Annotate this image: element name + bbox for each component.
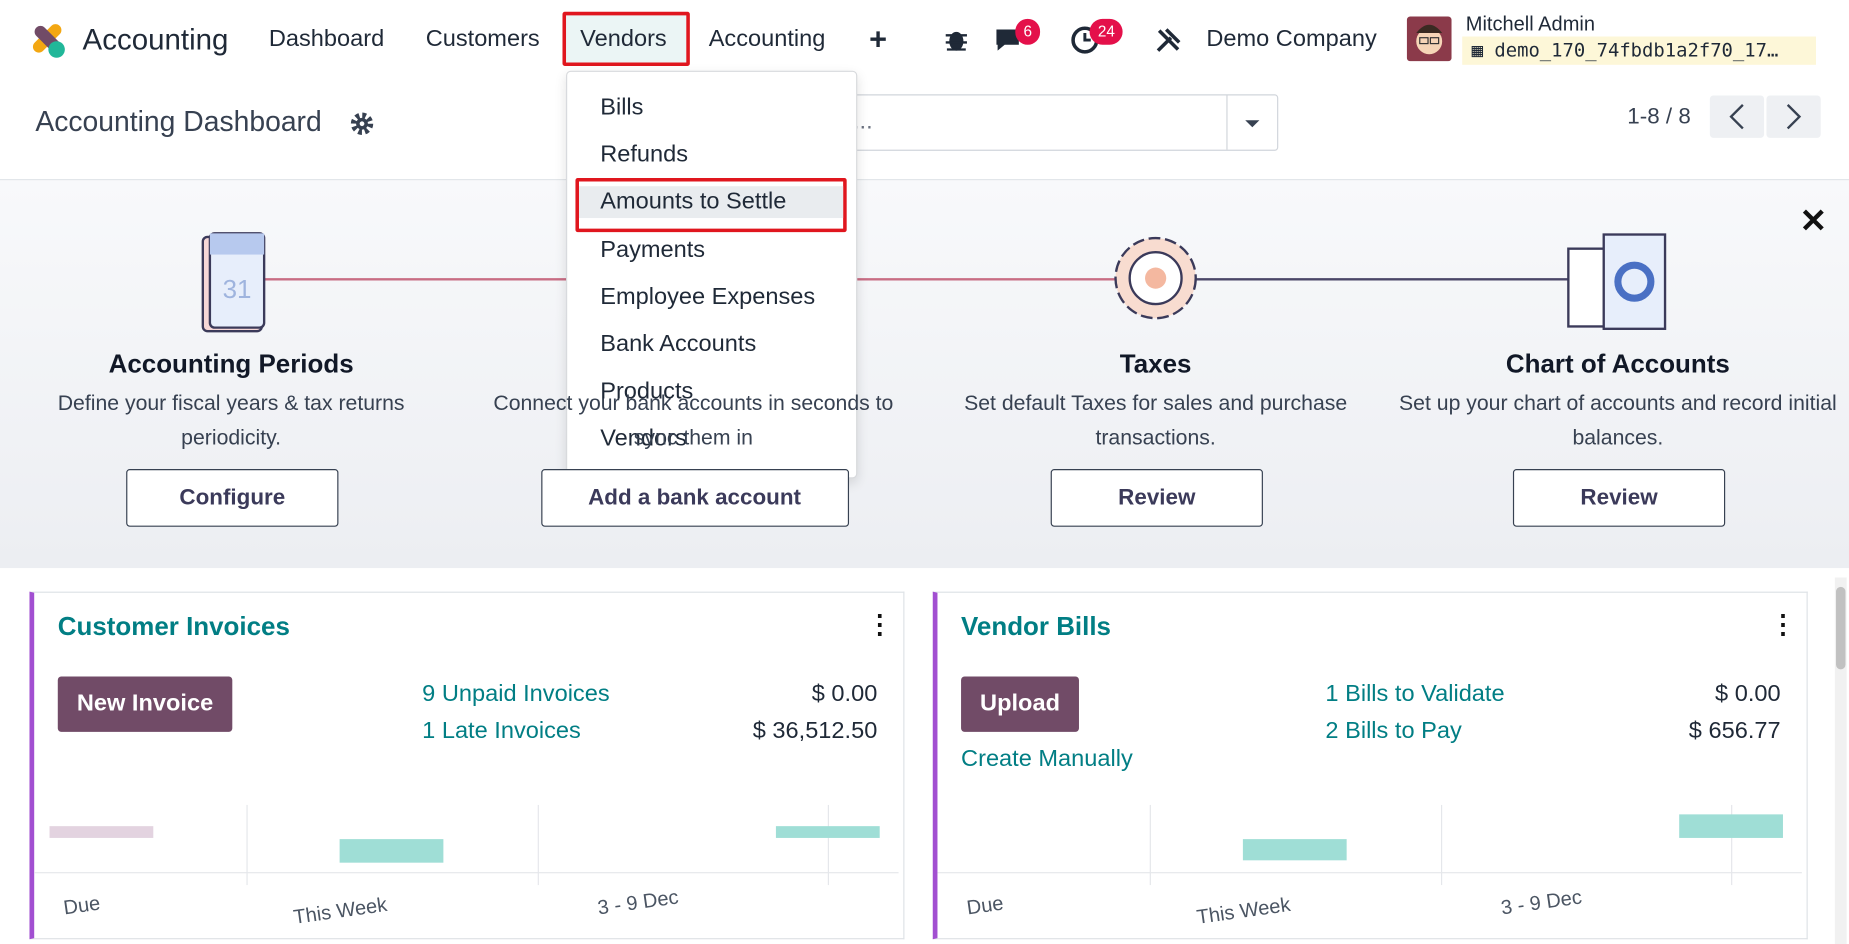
graph-label: Due [62,891,102,920]
settings-icon[interactable] [1154,26,1182,54]
app-logo [32,24,65,58]
highlight-box [562,11,690,66]
avatar[interactable] [1406,16,1452,62]
graph-divider [246,804,248,886]
dropdown-item[interactable]: Bank Accounts [600,331,757,358]
step-description: Connect your bank accounts in seconds to… [493,391,894,450]
graph-bar [49,826,154,838]
step-button[interactable]: Review [1050,469,1263,527]
primary-button[interactable]: Upload [961,676,1079,732]
onboarding-decor: 31 [201,232,1667,333]
stat-amount: $ 0.00 [1715,681,1781,708]
settings-gear[interactable] [349,111,375,137]
debug-icon[interactable] [943,26,969,52]
control-panel [0,80,1849,181]
dropdown-item[interactable]: Amounts to Settle [578,186,844,219]
menu-item[interactable]: Customers [425,25,540,52]
new-button[interactable]: + [869,21,887,57]
step-button[interactable]: Add a bank account [540,469,849,527]
graph-label: This Week [291,893,389,929]
dropdown-item[interactable]: Products [600,378,694,405]
activities-badge: 24 [1089,18,1124,45]
svg-text:31: 31 [223,276,252,304]
graph-bar [339,839,444,863]
page-title: Accounting Dashboard [35,106,322,138]
vendors-dropdown [566,70,858,479]
kebab-menu[interactable]: ⋮ [866,609,893,639]
graph-divider [827,804,829,886]
step-description: Set up your chart of accounts and record… [1399,391,1837,450]
kebab-menu[interactable]: ⋮ [1769,609,1796,639]
graph-divider [1440,804,1443,886]
primary-button[interactable]: New Invoice [57,676,233,732]
graph-divider [1731,804,1733,886]
step-description: Set default Taxes for sales and purchase… [964,391,1348,450]
step-description: Define your fiscal years & tax returns p… [57,391,405,450]
dropdown-item[interactable]: Employee Expenses [600,283,816,310]
pager-prev[interactable] [1709,95,1765,138]
stat-amount: $ 36,512.50 [752,717,878,744]
dropdown-item[interactable]: Vendors [600,425,687,452]
messages-icon[interactable] [993,26,1026,54]
journal-card: Customer Invoices ⋮ New Invoice 9 Unpaid In… [29,591,905,940]
graph-label: Due [965,891,1005,920]
company-switcher[interactable]: Demo Company [1206,25,1377,52]
journal-card: Vendor Bills ⋮ Upload Create Manually 1 Bill… [932,591,1808,940]
graph-baseline [34,872,899,874]
step-button[interactable]: Configure [126,469,339,527]
graph-divider [1149,804,1151,886]
stat-amount: $ 0.00 [811,681,878,708]
messages-badge: 6 [1015,18,1041,45]
step-title: Taxes [1119,348,1192,379]
graph-label: 3 - 9 Dec [596,885,680,920]
app-name[interactable]: Accounting [82,23,229,57]
graph-bar [1679,814,1783,838]
stat-link[interactable]: 1 Bills to Validate [1325,681,1505,708]
card-title: Customer Invoices [57,611,290,642]
stat-link[interactable]: 1 Late Invoices [422,717,581,744]
graph-label: 3 - 9 Dec [1499,885,1584,920]
step-title: Accounting Periods [108,348,354,379]
graph-label: This Week [1195,893,1292,929]
highlight-box [575,177,847,233]
scrollbar [1834,577,1847,944]
card-link[interactable]: Create Manually [961,746,1133,772]
dropdown-item[interactable]: Refunds [600,141,689,168]
graph-bar [1242,839,1347,861]
step-button[interactable]: Review [1512,469,1726,527]
menu-item[interactable]: Accounting [708,25,826,52]
graph-baseline [937,872,1802,874]
user-name[interactable]: Mitchell Admin [1465,12,1596,36]
database-name: ▦ demo_170_74fbdb1a2f70_17… [1471,38,1779,62]
dropdown-item[interactable]: Payments [600,236,706,263]
card-title: Vendor Bills [961,611,1111,642]
stat-amount: $ 656.77 [1688,717,1781,744]
stat-link[interactable]: 2 Bills to Pay [1325,717,1462,744]
menu-item[interactable]: Vendors [580,25,667,52]
dropdown-item[interactable]: Bills [600,94,644,121]
pager: 1-8 / 8 [1627,104,1691,130]
stat-link[interactable]: 9 Unpaid Invoices [422,681,610,708]
database-badge [1462,36,1816,65]
step-title: Chart of Accounts [1505,348,1730,379]
menu-item[interactable]: Dashboard [268,25,385,52]
pager-next[interactable] [1766,95,1821,138]
close-button[interactable]: ✕ [1792,200,1834,241]
graph-bar [775,826,880,838]
graph-divider [537,804,539,886]
search-toggle[interactable] [1226,95,1277,150]
database-text: demo_170_74fbdb1a2f70_17… [1494,38,1779,62]
